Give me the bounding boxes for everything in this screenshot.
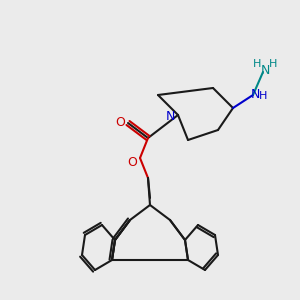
Text: O: O bbox=[115, 116, 125, 130]
Text: H: H bbox=[269, 59, 277, 69]
Text: N: N bbox=[260, 64, 270, 76]
Text: H: H bbox=[253, 59, 261, 69]
Text: N: N bbox=[250, 88, 260, 101]
Text: N: N bbox=[165, 110, 175, 124]
Text: O: O bbox=[127, 155, 137, 169]
Text: H: H bbox=[259, 91, 267, 101]
